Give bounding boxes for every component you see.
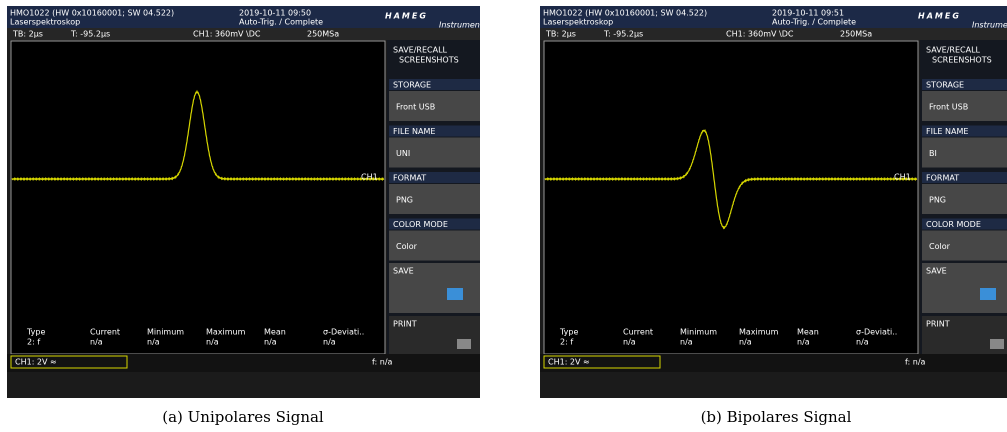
menu-value: Front USB — [929, 103, 968, 112]
menu-title: SAVE/RECALL — [926, 46, 981, 55]
footer-bar — [540, 354, 1007, 372]
print-label: PRINT — [926, 320, 950, 329]
measure-header: Mean — [264, 328, 286, 337]
menu-value: PNG — [929, 196, 946, 205]
measure-value: n/a — [147, 338, 160, 347]
brand: HAMEG — [385, 12, 428, 21]
trigger-state: Auto-Trig. / Complete — [239, 18, 323, 27]
measure-header: Maximum — [206, 328, 246, 337]
menu-title: SCREENSHOTS — [399, 56, 459, 65]
measure-value: n/a — [680, 338, 693, 347]
oscilloscope-screen: HMO1022 (HW 0x10160001; SW 04.522)Lasers… — [7, 6, 487, 398]
menu-value: UNI — [396, 149, 410, 158]
footer-channel: CH1: 2V ≈ — [548, 358, 590, 367]
footer-channel: CH1: 2V ≈ — [15, 358, 57, 367]
trigger-time: T: -95.2µs — [70, 30, 110, 39]
menu-label: FORMAT — [926, 174, 959, 183]
menu-label: FILE NAME — [393, 127, 435, 136]
menu-value: PNG — [396, 196, 413, 205]
save-label: SAVE — [393, 267, 414, 276]
trigger-state: Auto-Trig. / Complete — [772, 18, 856, 27]
measure-header: Type — [26, 328, 45, 337]
measure-value: n/a — [739, 338, 752, 347]
caption: (b) Bipolares Signal — [701, 408, 852, 426]
print-icon — [457, 339, 471, 349]
menu-label: FORMAT — [393, 174, 426, 183]
measure-header: Minimum — [147, 328, 184, 337]
channel-marker: CH1 — [361, 173, 378, 182]
channel-setting: CH1: 360mV \DC — [193, 30, 261, 39]
save-icon — [980, 288, 996, 300]
print-icon — [990, 339, 1004, 349]
caption: (a) Unipolares Signal — [162, 408, 324, 426]
figure: HMO1022 (HW 0x10160001; SW 04.522)Lasers… — [0, 0, 1007, 432]
save-icon — [447, 288, 463, 300]
menu-title: SCREENSHOTS — [932, 56, 992, 65]
sample-rate: 250MSa — [840, 30, 872, 39]
timebase: TB: 2µs — [545, 30, 576, 39]
measure-header: Mean — [797, 328, 819, 337]
menu-value: Color — [929, 242, 951, 251]
measure-header: σ-Deviati.. — [323, 328, 364, 337]
measure-value: n/a — [206, 338, 219, 347]
device-name: Laserspektroskop — [10, 18, 80, 27]
sample-rate: 250MSa — [307, 30, 339, 39]
measure-header: σ-Deviati.. — [856, 328, 897, 337]
measure-value: n/a — [797, 338, 810, 347]
plot-area — [544, 41, 918, 354]
measure-value: n/a — [856, 338, 869, 347]
footer-frequency: f: n/a — [372, 358, 393, 367]
measure-value: n/a — [623, 338, 636, 347]
menu-label: STORAGE — [393, 81, 431, 90]
device-name: Laserspektroskop — [543, 18, 613, 27]
menu-value: BI — [929, 149, 937, 158]
menu-label: FILE NAME — [926, 127, 968, 136]
device-info: HMO1022 (HW 0x10160001; SW 04.522) — [543, 9, 707, 18]
save-label: SAVE — [926, 267, 947, 276]
plot-area — [11, 41, 385, 354]
channel-setting: CH1: 360mV \DC — [726, 30, 794, 39]
measure-value: n/a — [264, 338, 277, 347]
measure-value: n/a — [90, 338, 103, 347]
menu-label: STORAGE — [926, 81, 964, 90]
footer-bar — [7, 354, 480, 372]
channel-marker: CH1 — [894, 173, 911, 182]
measure-header: Current — [90, 328, 120, 337]
menu-label: COLOR MODE — [926, 220, 981, 229]
measure-header: Maximum — [739, 328, 779, 337]
menu-title: SAVE/RECALL — [393, 46, 448, 55]
measure-value: n/a — [323, 338, 336, 347]
measure-header: Current — [623, 328, 653, 337]
measure-value: 2: f — [27, 338, 40, 347]
measure-value: 2: f — [560, 338, 573, 347]
measure-header: Minimum — [680, 328, 717, 337]
print-label: PRINT — [393, 320, 417, 329]
brand: HAMEG — [918, 12, 961, 21]
oscilloscope-screen: HMO1022 (HW 0x10160001; SW 04.522)Lasers… — [540, 6, 1007, 398]
menu-label: COLOR MODE — [393, 220, 448, 229]
menu-value: Color — [396, 242, 418, 251]
timestamp: 2019-10-11 09:51 — [772, 9, 844, 18]
timebase: TB: 2µs — [12, 30, 43, 39]
menu-value: Front USB — [396, 103, 435, 112]
measure-header: Type — [559, 328, 578, 337]
trigger-time: T: -95.2µs — [603, 30, 643, 39]
timestamp: 2019-10-11 09:50 — [239, 9, 311, 18]
footer-frequency: f: n/a — [905, 358, 926, 367]
device-info: HMO1022 (HW 0x10160001; SW 04.522) — [10, 9, 174, 18]
